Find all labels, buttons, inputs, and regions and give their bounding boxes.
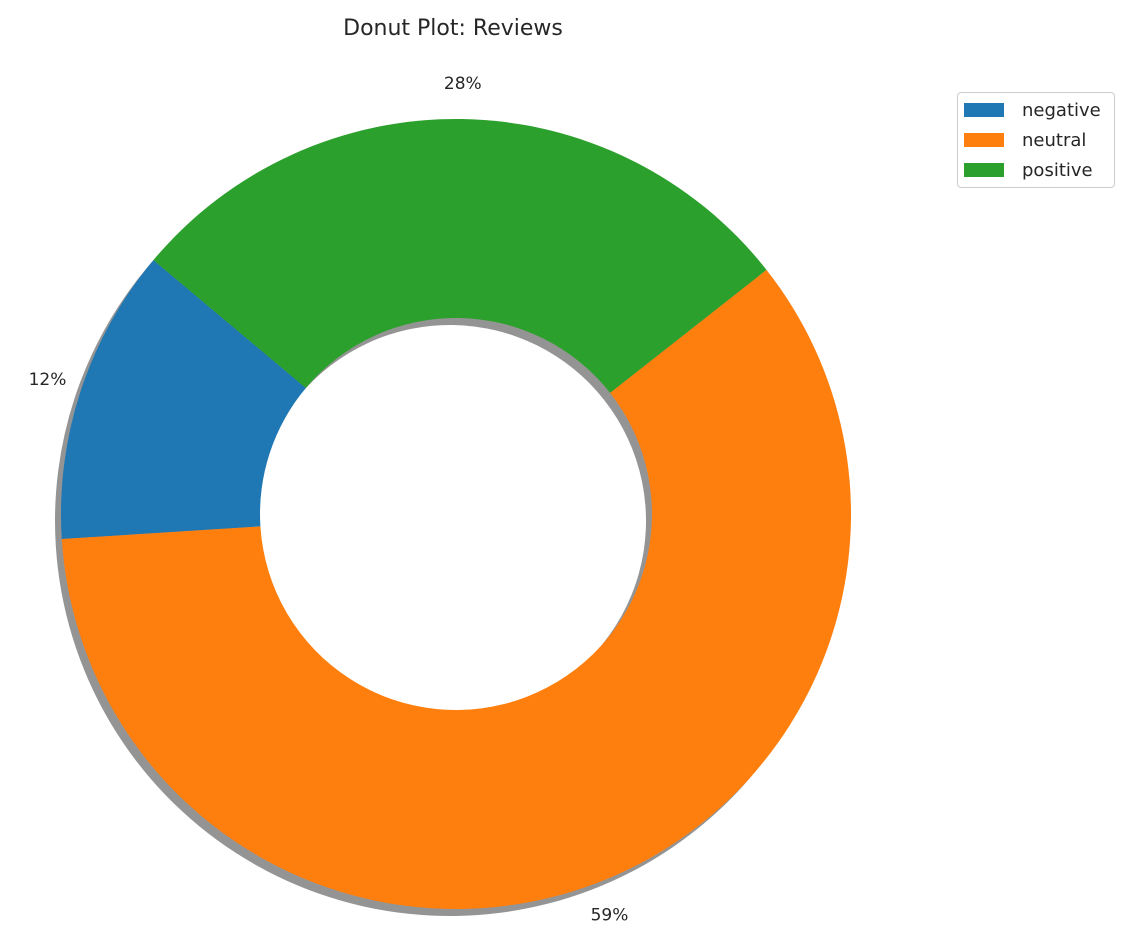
legend-swatch-neutral [964,133,1004,147]
slice-positive [153,119,767,393]
slice-label-positive: 28% [444,74,482,94]
donut-slices [60,119,852,910]
legend-item-positive: positive [964,159,1093,181]
slice-labels: 12% 59% 28% [29,74,629,926]
chart-title: Donut Plot: Reviews [343,16,563,41]
legend-item-negative: negative [964,99,1101,121]
legend: negative neutral positive [957,92,1115,188]
slice-label-neutral: 59% [591,906,629,926]
legend-item-neutral: neutral [964,129,1086,151]
legend-label-negative: negative [1022,99,1101,121]
slice-label-negative: 12% [29,370,67,390]
legend-label-positive: positive [1022,159,1093,181]
legend-label-neutral: neutral [1022,129,1087,151]
slice-negative [60,260,306,540]
legend-swatch-positive [964,163,1004,177]
slice-neutral [61,269,852,910]
legend-swatch-negative [964,103,1004,117]
